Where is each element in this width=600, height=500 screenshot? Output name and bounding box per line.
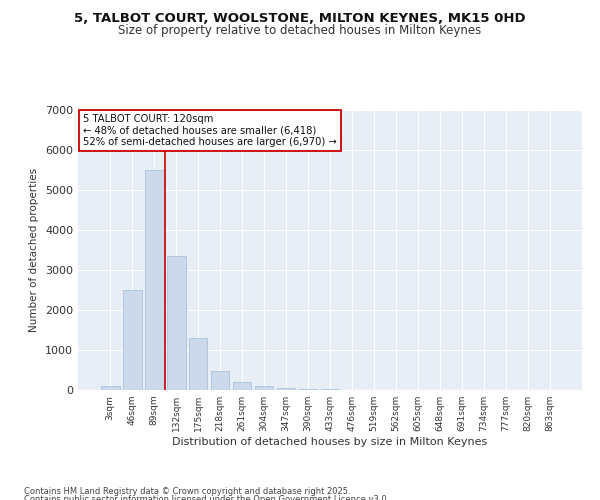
Bar	[299, 389, 317, 390]
X-axis label: Distribution of detached houses by size in Milton Keynes: Distribution of detached houses by size …	[172, 437, 488, 447]
Text: Contains HM Land Registry data © Crown copyright and database right 2025.: Contains HM Land Registry data © Crown c…	[24, 488, 350, 496]
Bar	[101, 386, 119, 390]
Bar	[145, 170, 164, 390]
Bar	[167, 256, 185, 390]
Text: 5 TALBOT COURT: 120sqm
← 48% of detached houses are smaller (6,418)
52% of semi-: 5 TALBOT COURT: 120sqm ← 48% of detached…	[83, 114, 337, 148]
Text: Size of property relative to detached houses in Milton Keynes: Size of property relative to detached ho…	[118, 24, 482, 37]
Bar	[189, 338, 208, 390]
Y-axis label: Number of detached properties: Number of detached properties	[29, 168, 40, 332]
Bar	[233, 382, 251, 390]
Bar	[123, 290, 142, 390]
Bar	[211, 371, 229, 390]
Text: 5, TALBOT COURT, WOOLSTONE, MILTON KEYNES, MK15 0HD: 5, TALBOT COURT, WOOLSTONE, MILTON KEYNE…	[74, 12, 526, 26]
Text: Contains public sector information licensed under the Open Government Licence v3: Contains public sector information licen…	[24, 495, 389, 500]
Bar	[277, 388, 295, 390]
Bar	[255, 386, 274, 390]
